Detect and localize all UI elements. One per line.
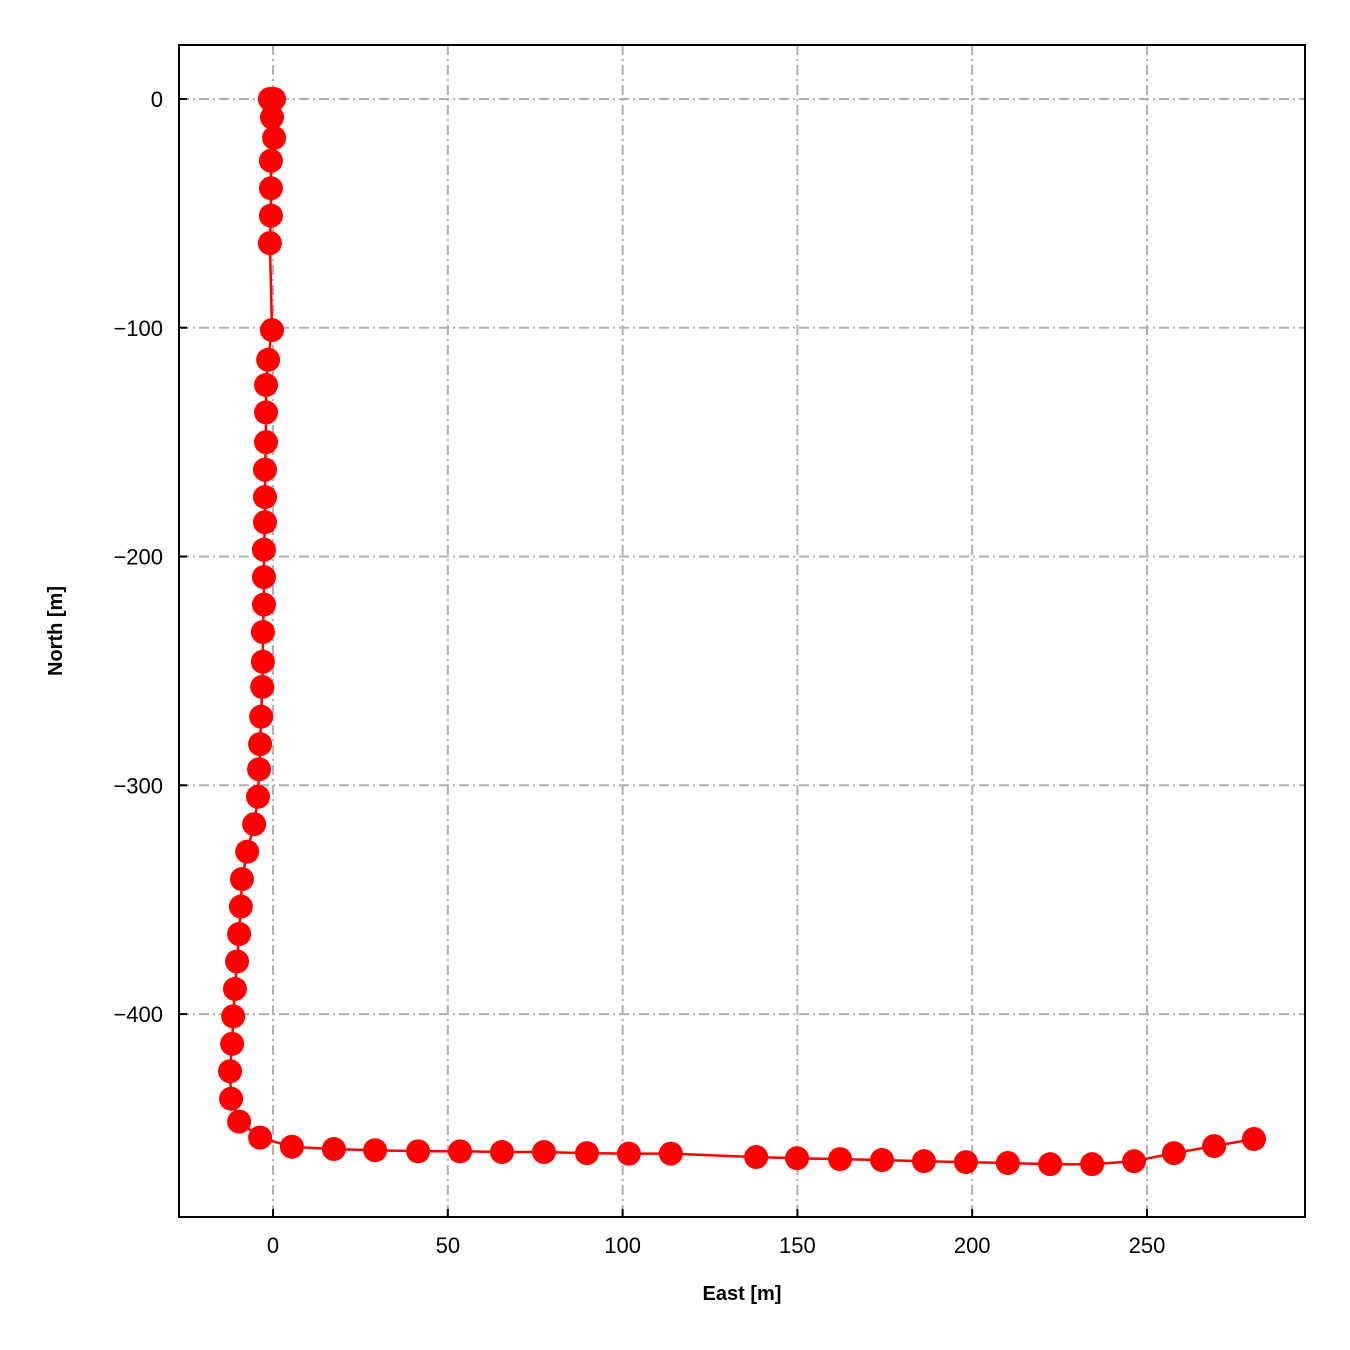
series bbox=[218, 86, 1266, 1177]
y-tick-label: −400 bbox=[113, 1002, 163, 1027]
trajectory-point bbox=[258, 148, 283, 173]
trajectory-point bbox=[259, 318, 284, 343]
trajectory-point bbox=[221, 1004, 246, 1029]
trajectory-point bbox=[252, 457, 277, 482]
trajectory-point bbox=[531, 1140, 556, 1165]
trajectory-point bbox=[258, 176, 283, 201]
trajectory-point bbox=[870, 1148, 895, 1173]
trajectory-point bbox=[995, 1151, 1020, 1176]
trajectory-point bbox=[262, 86, 287, 111]
x-tick-label: 0 bbox=[267, 1233, 279, 1258]
trajectory-point bbox=[219, 1086, 244, 1111]
trajectory-point bbox=[249, 704, 274, 729]
trajectory-point bbox=[262, 125, 287, 150]
y-tick-label: −100 bbox=[113, 316, 163, 341]
trajectory-point bbox=[229, 867, 254, 892]
trajectory-point bbox=[246, 784, 271, 809]
x-tick-label: 50 bbox=[436, 1233, 460, 1258]
trajectory-point bbox=[254, 430, 279, 455]
trajectory-point bbox=[251, 565, 276, 590]
y-axis-label: North [m] bbox=[45, 586, 67, 676]
trajectory-point bbox=[218, 1059, 243, 1084]
trajectory-point bbox=[254, 400, 279, 425]
trajectory-point bbox=[321, 1137, 346, 1162]
trajectory-point bbox=[1122, 1149, 1147, 1174]
trajectory-point bbox=[254, 372, 279, 397]
trajectory-point bbox=[227, 1109, 252, 1134]
x-tick-label: 250 bbox=[1129, 1233, 1166, 1258]
trajectory-point bbox=[222, 976, 247, 1001]
trajectory-point bbox=[248, 732, 273, 757]
y-tick-label: −200 bbox=[113, 545, 163, 570]
trajectory-point bbox=[448, 1139, 473, 1164]
trajectory-point bbox=[1038, 1152, 1063, 1177]
trajectory-point bbox=[250, 620, 275, 645]
trajectory-point bbox=[227, 922, 252, 947]
trajectory-point bbox=[257, 231, 282, 256]
trajectory-point bbox=[911, 1149, 936, 1174]
trajectory-point bbox=[235, 839, 260, 864]
y-tick-label: −300 bbox=[113, 773, 163, 798]
trajectory-point bbox=[250, 649, 275, 674]
trajectory-point bbox=[744, 1145, 769, 1170]
trajectory-point bbox=[251, 592, 276, 617]
trajectory-point bbox=[258, 203, 283, 228]
trajectory-point bbox=[1161, 1141, 1186, 1166]
trajectory-point bbox=[259, 105, 284, 130]
trajectory-point bbox=[828, 1147, 853, 1172]
plot-frame bbox=[178, 44, 1306, 1218]
trajectory-point bbox=[363, 1138, 388, 1163]
x-tick-label: 100 bbox=[604, 1233, 641, 1258]
trajectory-point bbox=[228, 894, 253, 919]
trajectory-point bbox=[252, 510, 277, 535]
trajectory-point bbox=[1241, 1126, 1266, 1151]
trajectory-point bbox=[256, 347, 281, 372]
trajectory-point bbox=[490, 1140, 515, 1165]
trajectory-point bbox=[574, 1141, 599, 1166]
grid bbox=[179, 45, 1305, 1217]
trajectory-point bbox=[247, 757, 272, 782]
trajectory-point bbox=[406, 1139, 431, 1164]
x-tick-label: 200 bbox=[954, 1233, 991, 1258]
trajectory-point bbox=[250, 674, 275, 699]
trajectory-point bbox=[220, 1031, 245, 1056]
x-tick-label: 150 bbox=[779, 1233, 816, 1258]
trajectory-line bbox=[228, 97, 1255, 1166]
trajectory-point bbox=[225, 949, 250, 974]
trajectory-point bbox=[248, 1125, 273, 1150]
trajectory-point bbox=[242, 812, 267, 837]
trajectory-point bbox=[1080, 1152, 1105, 1177]
trajectory-point bbox=[251, 537, 276, 562]
trajectory-point bbox=[953, 1150, 978, 1175]
trajectory-point bbox=[252, 485, 277, 510]
y-tick-label: 0 bbox=[151, 87, 163, 112]
trajectory-point bbox=[1202, 1134, 1227, 1159]
trajectory-point bbox=[616, 1141, 641, 1166]
trajectory-point bbox=[658, 1141, 683, 1166]
trajectory-point bbox=[785, 1146, 810, 1171]
trajectory-point bbox=[279, 1134, 304, 1159]
ticks: 0 50 100 150 200 250 0 −100 −200 −300 −400 bbox=[113, 87, 1165, 1258]
x-axis-label: East [m] bbox=[703, 1283, 782, 1305]
